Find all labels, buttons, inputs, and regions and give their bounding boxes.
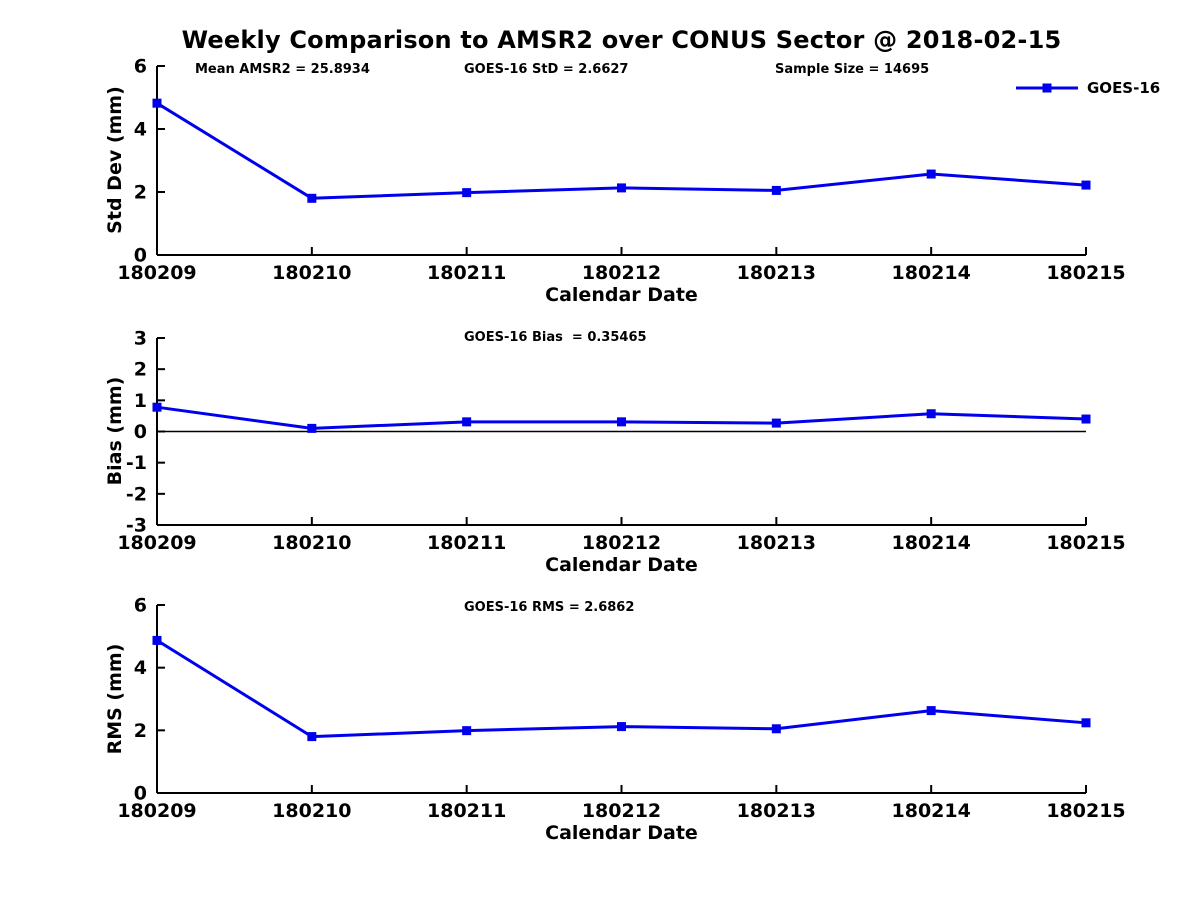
subplot-bias-ylabel: Bias (mm) [104,376,126,486]
x-tick-label: 180212 [582,800,661,822]
data-line-goes-16 [156,405,1087,430]
subplot-bias-xlabel: Calendar Date [545,554,698,576]
data-point-marker [307,732,317,742]
data-point-marker [152,635,162,645]
y-tick-label: 1 [134,390,147,412]
data-point-marker [152,402,162,412]
data-line-goes-16 [156,101,1087,200]
data-point-marker [152,98,162,108]
subplot-stddev-xlabel: Calendar Date [545,284,698,306]
legend-label: GOES-16 [1087,79,1161,97]
x-tick-label: 180212 [582,532,661,554]
data-line-goes-16 [156,639,1087,739]
x-tick-label: 180214 [892,262,971,284]
x-tick-label: 180215 [1046,800,1125,822]
x-tick-label: 180213 [737,532,816,554]
x-tick-label: 180209 [117,262,196,284]
subplot-stddev-ylabel: Std Dev (mm) [104,86,126,234]
data-point-marker [617,722,626,732]
data-point-marker [771,724,781,734]
data-point-marker [1081,180,1091,190]
y-tick-label: 0 [134,783,147,805]
y-tick-label: 0 [134,245,147,267]
y-tick-label: -1 [126,452,147,474]
annotation-mean-amsr2: Mean AMSR2 = 25.8934 [195,62,370,77]
x-tick-label: 180210 [272,262,351,284]
x-tick-label: 180212 [582,262,661,284]
y-tick-label: -3 [126,515,147,537]
annotation-goes16-rms: GOES-16 RMS = 2.6862 [464,600,635,615]
subplot-rms-ylabel: RMS (mm) [104,643,126,755]
y-tick-label: 2 [134,720,147,742]
annotation-goes16-std: GOES-16 StD = 2.6627 [464,62,629,77]
x-tick-label: 180214 [892,532,971,554]
x-tick-label: 180215 [1046,532,1125,554]
y-tick-label: 6 [134,595,147,617]
x-tick-label: 180213 [737,262,816,284]
x-tick-label: 180211 [427,532,506,554]
data-point-marker [617,183,626,193]
x-tick-label: 180209 [117,800,196,822]
chart-title: Weekly Comparison to AMSR2 over CONUS Se… [181,26,1062,54]
data-point-marker [926,706,936,716]
x-tick-label: 180210 [272,800,351,822]
data-point-marker [1081,414,1091,424]
data-point-marker [307,423,317,433]
x-tick-label: 180209 [117,532,196,554]
x-tick-label: 180211 [427,800,506,822]
x-tick-label: 180213 [737,800,816,822]
data-point-marker [926,169,936,179]
x-tick-label: 180215 [1046,262,1125,284]
subplot-rms-xlabel: Calendar Date [545,822,698,844]
legend: GOES-16 [1014,79,1160,97]
y-tick-label: 4 [134,119,147,141]
data-point-marker [307,193,317,203]
legend-line-sample-icon [1016,83,1078,93]
data-point-marker [926,409,936,419]
annotation-sample-size: Sample Size = 14695 [775,62,930,77]
y-tick-label: 0 [134,421,147,443]
x-tick-label: 180214 [892,800,971,822]
y-tick-label: -2 [126,483,147,505]
data-point-marker [462,726,472,736]
data-point-marker [462,188,472,198]
data-point-marker [771,418,781,428]
x-tick-label: 180211 [427,262,506,284]
data-point-marker [1081,718,1091,728]
y-tick-label: 3 [134,328,147,350]
data-point-marker [771,185,781,195]
data-point-marker [617,417,626,427]
y-tick-label: 2 [134,359,147,381]
y-tick-label: 4 [134,657,147,679]
y-tick-label: 6 [134,56,147,78]
data-point-marker [462,417,472,427]
annotation-goes16-bias: GOES-16 Bias = 0.35465 [464,330,647,345]
y-tick-label: 2 [134,182,147,204]
x-tick-label: 180210 [272,532,351,554]
